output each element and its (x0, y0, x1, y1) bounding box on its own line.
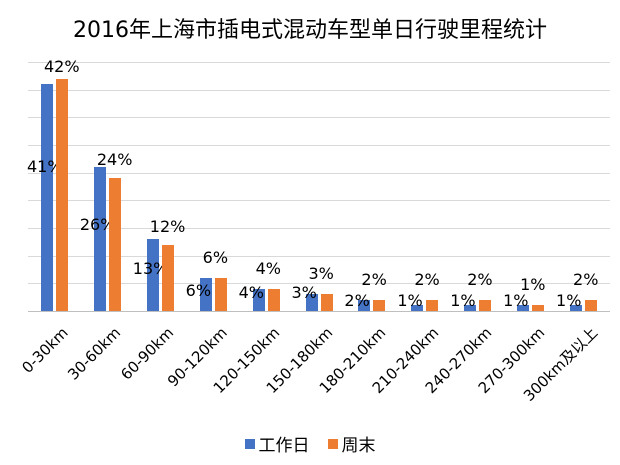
data-label: 6% (202, 247, 229, 267)
gridline (28, 283, 610, 285)
data-label: 4% (255, 258, 281, 278)
data-label: 4% (238, 283, 264, 302)
gridline (28, 228, 610, 229)
x-tick-label: 0-30km (18, 323, 72, 377)
bar-weekday[interactable] (570, 305, 583, 311)
data-label: 6% (185, 281, 212, 300)
bar-weekend[interactable] (532, 305, 545, 311)
legend-swatch-weekday (244, 438, 255, 449)
legend-swatch-weekend (327, 438, 338, 449)
plot-area: 41% 42% 26% 24% 13% 12% 6% 6% 4% 4% 3% 3% 2% 2% 1% 2% 1%… (26, 56, 610, 312)
bar-weekend[interactable] (161, 244, 174, 311)
legend: 工作日 周末 (0, 431, 620, 456)
bar-weekday[interactable] (40, 84, 53, 311)
data-label: 2% (361, 269, 387, 289)
x-tick-label: 30-60km (64, 323, 125, 384)
x-axis-line (28, 311, 610, 312)
data-label: 13% (132, 259, 169, 279)
bar-weekday[interactable] (199, 277, 212, 311)
bar-weekend[interactable] (426, 299, 439, 311)
bar-weekend[interactable] (55, 78, 68, 311)
data-label: 42% (43, 56, 80, 76)
gridline (28, 89, 610, 91)
bar-weekend[interactable] (267, 288, 280, 311)
chart-title: 2016年上海市插电式混动车型单日行驶里程统计 (73, 18, 547, 43)
data-label: 2% (573, 269, 599, 289)
bar-weekday[interactable] (464, 305, 477, 311)
data-label: 2% (414, 269, 440, 289)
bar-weekday[interactable] (252, 288, 265, 311)
data-label: 3% (291, 283, 317, 302)
legend-label-weekend: 周末 (341, 436, 376, 456)
bar-weekday[interactable] (517, 305, 530, 311)
data-label: 26% (79, 215, 116, 235)
gridline (28, 172, 610, 174)
bar-weekend[interactable] (108, 178, 121, 311)
gridline (28, 145, 610, 146)
data-label: 1% (520, 275, 546, 295)
legend-label-weekday: 工作日 (258, 436, 310, 456)
bar-weekday[interactable] (358, 299, 371, 311)
data-label: 1% (397, 291, 423, 310)
data-label: 2% (344, 291, 370, 310)
gridline (28, 62, 610, 63)
gridline (28, 200, 610, 202)
gridline (28, 117, 610, 119)
data-label: 24% (96, 150, 133, 170)
bar-weekend[interactable] (214, 277, 227, 311)
data-label: 41% (26, 157, 63, 177)
bar-weekend[interactable] (479, 299, 492, 311)
bar-weekday[interactable] (146, 239, 159, 311)
bar-weekend[interactable] (320, 294, 333, 311)
data-label: 1% (450, 291, 476, 310)
gridline (28, 255, 610, 257)
bar-weekend[interactable] (373, 299, 386, 311)
data-label: 1% (503, 291, 529, 310)
bar-weekday[interactable] (411, 305, 424, 311)
bar-weekend[interactable] (585, 299, 598, 311)
bar-weekday[interactable] (93, 167, 106, 311)
data-label: 1% (556, 291, 582, 310)
data-label: 12% (149, 216, 186, 236)
legend-item-weekday[interactable]: 工作日 (244, 431, 310, 456)
legend-item-weekend[interactable]: 周末 (327, 431, 376, 456)
bar-weekday[interactable] (305, 294, 318, 311)
data-label: 3% (308, 264, 334, 284)
data-label: 2% (467, 269, 493, 289)
